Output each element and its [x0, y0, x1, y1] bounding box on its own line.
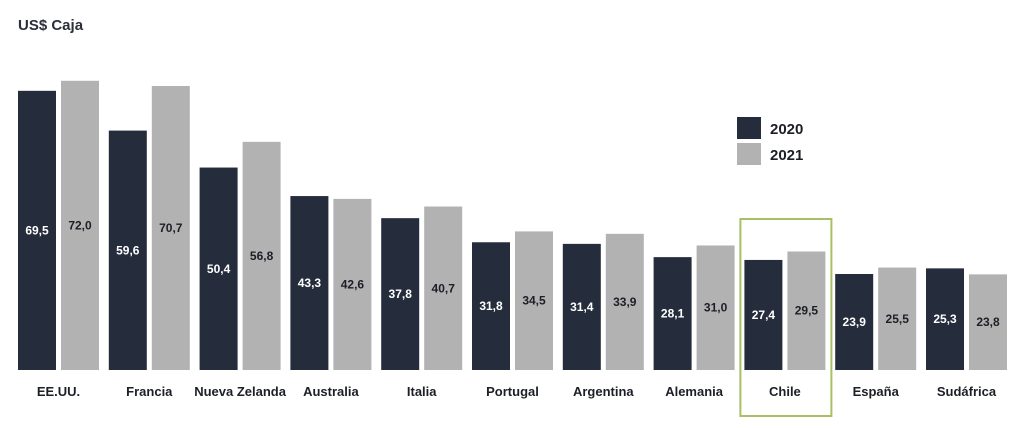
legend-label-2020: 2020	[770, 121, 803, 138]
legend-label-2021: 2021	[770, 147, 803, 164]
bar-portugal-2020	[472, 242, 510, 370]
category-label: Francia	[126, 384, 173, 399]
value-label-italia-2021: 40,7	[432, 281, 456, 295]
legend-swatch-2021	[737, 143, 761, 165]
value-label-ee-uu--2020: 69,5	[25, 223, 49, 237]
value-label-australia-2020: 43,3	[298, 276, 322, 290]
value-label-portugal-2021: 34,5	[522, 294, 546, 308]
bar-alemania-2021	[696, 245, 735, 370]
value-label-ee-uu--2021: 72,0	[68, 218, 92, 232]
category-label: Nueva Zelanda	[194, 384, 287, 399]
bar-australia-2020	[290, 196, 329, 370]
value-label-nueva-zelanda-2020: 50,4	[207, 262, 231, 276]
category-label: Portugal	[486, 384, 539, 399]
category-label: España	[853, 384, 900, 399]
bar-sud-frica-2020	[926, 268, 964, 370]
category-label: Italia	[407, 384, 437, 399]
value-label-chile-2020: 27,4	[752, 308, 776, 322]
value-label-chile-2021: 29,5	[795, 304, 819, 318]
value-label-francia-2020: 59,6	[116, 243, 140, 257]
value-label-espa-a-2020: 23,9	[843, 315, 867, 329]
bars-group: 69,5 72,0 EE.UU. 59,6 70,7 Francia 50,4 56,8 Nue…	[18, 80, 1007, 417]
value-label-sud-frica-2020: 25,3	[933, 312, 957, 326]
value-label-argentina-2020: 31,4	[570, 300, 594, 314]
bar-italia-2020	[381, 218, 420, 370]
legend: 2020 2021	[737, 117, 803, 165]
bar-espa-a-2021	[878, 267, 917, 370]
bar-argentina-2020	[562, 243, 601, 370]
category-label: Alemania	[665, 384, 724, 399]
bar-nueva-zelanda-2020	[199, 167, 238, 370]
value-label-alemania-2020: 28,1	[661, 307, 685, 321]
value-label-portugal-2020: 31,8	[479, 299, 503, 313]
bar-chile-2021	[787, 251, 826, 370]
bar-nueva-zelanda-2021	[242, 141, 281, 370]
chart-title: US$ Caja	[18, 17, 84, 34]
category-label: EE.UU.	[37, 384, 80, 399]
bar-chile-2020	[744, 259, 783, 370]
category-label: Chile	[769, 384, 801, 399]
bar-francia-2021	[151, 85, 190, 370]
value-label-argentina-2021: 33,9	[613, 295, 637, 309]
legend-swatch-2020	[737, 117, 761, 139]
bar-portugal-2021	[515, 231, 553, 370]
bar-sud-frica-2021	[969, 274, 1007, 370]
value-label-italia-2020: 37,8	[389, 287, 413, 301]
bar-espa-a-2020	[835, 273, 874, 370]
value-label-sud-frica-2021: 23,8	[976, 315, 1000, 329]
value-label-alemania-2021: 31,0	[704, 301, 728, 315]
bar-italia-2021	[424, 206, 463, 370]
bar-australia-2021	[333, 198, 372, 370]
value-label-espa-a-2021: 25,5	[886, 312, 910, 326]
value-label-francia-2021: 70,7	[159, 221, 183, 235]
value-label-nueva-zelanda-2021: 56,8	[250, 249, 274, 263]
bar-ee-uu--2020	[18, 90, 56, 370]
bar-argentina-2021	[605, 233, 644, 370]
bar-francia-2020	[108, 130, 147, 370]
value-label-australia-2021: 42,6	[341, 277, 365, 291]
category-label: Australia	[303, 384, 359, 399]
bar-alemania-2020	[653, 257, 692, 370]
bar-ee-uu--2021	[61, 80, 99, 370]
category-label: Sudáfrica	[937, 384, 997, 399]
highlight-box-chile	[739, 218, 833, 417]
category-label: Argentina	[573, 384, 634, 399]
